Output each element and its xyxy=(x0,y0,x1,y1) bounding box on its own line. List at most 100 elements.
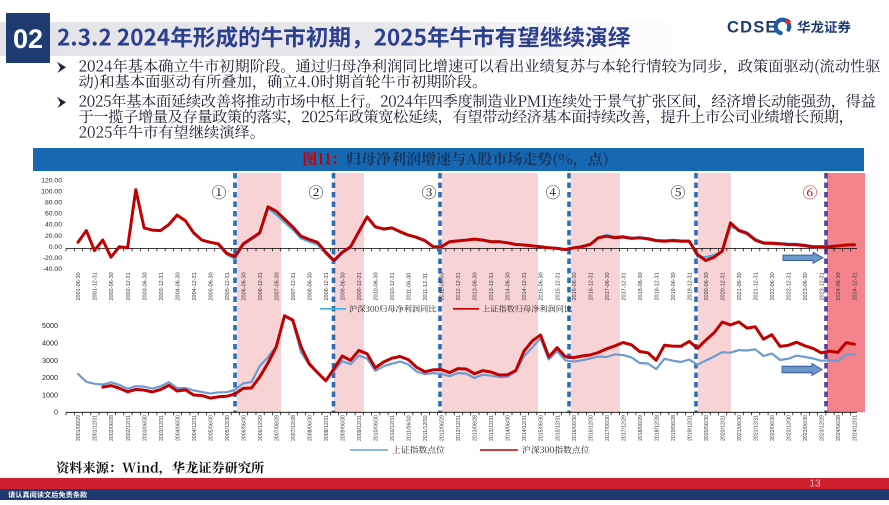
svg-text:2001-12-31: 2001-12-31 xyxy=(93,272,99,300)
svg-text:2022/06/30: 2022/06/30 xyxy=(770,415,776,441)
svg-text:2004-12-31: 2004-12-31 xyxy=(192,272,198,300)
svg-text:2024/06/28: 2024/06/28 xyxy=(836,415,842,441)
svg-text:2023/06/30: 2023/06/30 xyxy=(803,415,809,441)
svg-text:2016-06-30: 2016-06-30 xyxy=(572,272,578,300)
svg-text:2014-12-31: 2014-12-31 xyxy=(522,272,528,300)
svg-text:2010-06-30: 2010-06-30 xyxy=(374,272,380,300)
svg-text:80.00: 80.00 xyxy=(45,200,62,207)
svg-text:2018/12/28: 2018/12/28 xyxy=(654,415,660,441)
svg-text:40.00: 40.00 xyxy=(45,222,62,229)
svg-text:2010-12-31: 2010-12-31 xyxy=(390,272,396,300)
svg-text:2003-06-30: 2003-06-30 xyxy=(142,272,148,300)
svg-text:2007-12-31: 2007-12-31 xyxy=(291,272,297,300)
svg-text:2006/12/29: 2006/12/29 xyxy=(258,415,264,441)
svg-text:2003/12/31: 2003/12/31 xyxy=(159,415,165,441)
svg-text:2019/12/31: 2019/12/31 xyxy=(687,415,693,441)
svg-text:2006/06/30: 2006/06/30 xyxy=(241,415,247,441)
svg-text:0: 0 xyxy=(54,408,58,417)
svg-text:2002-06-30: 2002-06-30 xyxy=(109,272,115,300)
svg-text:2004-06-30: 2004-06-30 xyxy=(175,272,181,300)
svg-text:1000: 1000 xyxy=(42,390,58,399)
svg-text:2002/06/28: 2002/06/28 xyxy=(109,415,115,441)
svg-text:2020-06-30: 2020-06-30 xyxy=(704,272,710,300)
svg-text:60.00: 60.00 xyxy=(45,211,62,218)
svg-text:2013-06-30: 2013-06-30 xyxy=(473,272,479,300)
svg-text:2011/06/30: 2011/06/30 xyxy=(407,415,413,441)
svg-text:2015/12/31: 2015/12/31 xyxy=(555,415,561,441)
svg-text:2001/06/29: 2001/06/29 xyxy=(76,415,82,441)
svg-text:2012-12-31: 2012-12-31 xyxy=(456,272,462,300)
svg-text:2018/06/29: 2018/06/29 xyxy=(638,415,644,441)
svg-text:2023-12-31: 2023-12-31 xyxy=(820,272,826,300)
svg-text:2012-06-30: 2012-06-30 xyxy=(440,272,446,300)
svg-text:2006-12-31: 2006-12-31 xyxy=(258,272,264,300)
svg-text:2002/12/31: 2002/12/31 xyxy=(126,415,132,441)
svg-text:4000: 4000 xyxy=(42,339,58,348)
svg-text:2013/06/28: 2013/06/28 xyxy=(473,415,479,441)
svg-text:120.00: 120.00 xyxy=(41,177,62,184)
svg-text:CDSE: CDSE xyxy=(727,19,778,37)
svg-text:2024/12/31: 2024/12/31 xyxy=(853,415,859,441)
svg-text:2008-12-31: 2008-12-31 xyxy=(324,272,330,300)
svg-text:2020/12/31: 2020/12/31 xyxy=(720,415,726,441)
svg-text:2007/12/28: 2007/12/28 xyxy=(291,415,297,441)
svg-text:0.00: 0.00 xyxy=(49,244,62,251)
svg-text:2015/06/30: 2015/06/30 xyxy=(539,415,545,441)
svg-text:2001/12/31: 2001/12/31 xyxy=(93,415,99,441)
svg-text:2023-06-30: 2023-06-30 xyxy=(803,272,809,300)
svg-text:2010/12/31: 2010/12/31 xyxy=(390,415,396,441)
svg-text:2008-06-30: 2008-06-30 xyxy=(308,272,314,300)
svg-text:2005/12/30: 2005/12/30 xyxy=(225,415,231,441)
svg-text:2022/12/30: 2022/12/30 xyxy=(787,415,793,441)
svg-text:2008/06/30: 2008/06/30 xyxy=(308,415,314,441)
svg-text:-40.00: -40.00 xyxy=(43,266,62,273)
svg-text:2005/06/30: 2005/06/30 xyxy=(208,415,214,441)
svg-text:2004/12/31: 2004/12/31 xyxy=(192,415,198,441)
svg-text:2019/06/28: 2019/06/28 xyxy=(671,415,677,441)
svg-text:2009-06-30: 2009-06-30 xyxy=(341,272,347,300)
svg-text:2017-06-30: 2017-06-30 xyxy=(605,272,611,300)
svg-text:2009/06/30: 2009/06/30 xyxy=(341,415,347,441)
svg-text:2004/06/30: 2004/06/30 xyxy=(175,415,181,441)
svg-text:2021-06-30: 2021-06-30 xyxy=(737,272,743,300)
svg-text:2014/12/31: 2014/12/31 xyxy=(522,415,528,441)
svg-text:2005-06-30: 2005-06-30 xyxy=(208,272,214,300)
svg-text:2022-12-31: 2022-12-31 xyxy=(787,272,793,300)
svg-text:2010/06/30: 2010/06/30 xyxy=(374,415,380,441)
svg-text:2015-12-31: 2015-12-31 xyxy=(555,272,561,300)
svg-text:2003/06/30: 2003/06/30 xyxy=(142,415,148,441)
svg-text:20.00: 20.00 xyxy=(45,233,62,240)
svg-text:2018-12-31: 2018-12-31 xyxy=(654,272,660,300)
svg-text:2021/12/31: 2021/12/31 xyxy=(754,415,760,441)
svg-text:2016-12-31: 2016-12-31 xyxy=(588,272,594,300)
svg-text:2009-12-31: 2009-12-31 xyxy=(357,272,363,300)
svg-text:2024-06-30: 2024-06-30 xyxy=(836,272,842,300)
svg-text:2007-06-30: 2007-06-30 xyxy=(274,272,280,300)
svg-text:2008/12/31: 2008/12/31 xyxy=(324,415,330,441)
svg-text:2014/06/30: 2014/06/30 xyxy=(506,415,512,441)
svg-text:2016/12/30: 2016/12/30 xyxy=(588,415,594,441)
svg-text:2014-06-30: 2014-06-30 xyxy=(506,272,512,300)
svg-text:2020-12-31: 2020-12-31 xyxy=(720,272,726,300)
svg-text:2011-12-31: 2011-12-31 xyxy=(423,273,429,301)
svg-text:2001-06-30: 2001-06-30 xyxy=(76,272,82,300)
svg-text:2009/12/31: 2009/12/31 xyxy=(357,415,363,441)
svg-text:2021/06/30: 2021/06/30 xyxy=(737,415,743,441)
svg-text:2013/12/31: 2013/12/31 xyxy=(489,415,495,441)
svg-text:2023/12/29: 2023/12/29 xyxy=(820,415,826,441)
svg-text:2000: 2000 xyxy=(42,373,58,382)
svg-text:2024-12-31: 2024-12-31 xyxy=(853,272,859,300)
svg-text:2011-06-30: 2011-06-30 xyxy=(407,273,413,301)
svg-text:2019-12-31: 2019-12-31 xyxy=(687,272,693,300)
svg-text:2019-06-30: 2019-06-30 xyxy=(671,272,677,300)
svg-text:2018-06-30: 2018-06-30 xyxy=(638,272,644,300)
svg-text:2017/06/30: 2017/06/30 xyxy=(605,415,611,441)
svg-text:2006-06-30: 2006-06-30 xyxy=(241,272,247,300)
svg-text:2007/06/29: 2007/06/29 xyxy=(274,415,280,441)
svg-text:2002-12-31: 2002-12-31 xyxy=(126,272,132,300)
svg-text:2021-12-31: 2021-12-31 xyxy=(754,272,760,300)
svg-text:2012/12/31: 2012/12/31 xyxy=(456,415,462,441)
svg-text:13: 13 xyxy=(809,479,821,490)
svg-text:2020/06/30: 2020/06/30 xyxy=(704,415,710,441)
svg-text:2015-06-30: 2015-06-30 xyxy=(539,272,545,300)
